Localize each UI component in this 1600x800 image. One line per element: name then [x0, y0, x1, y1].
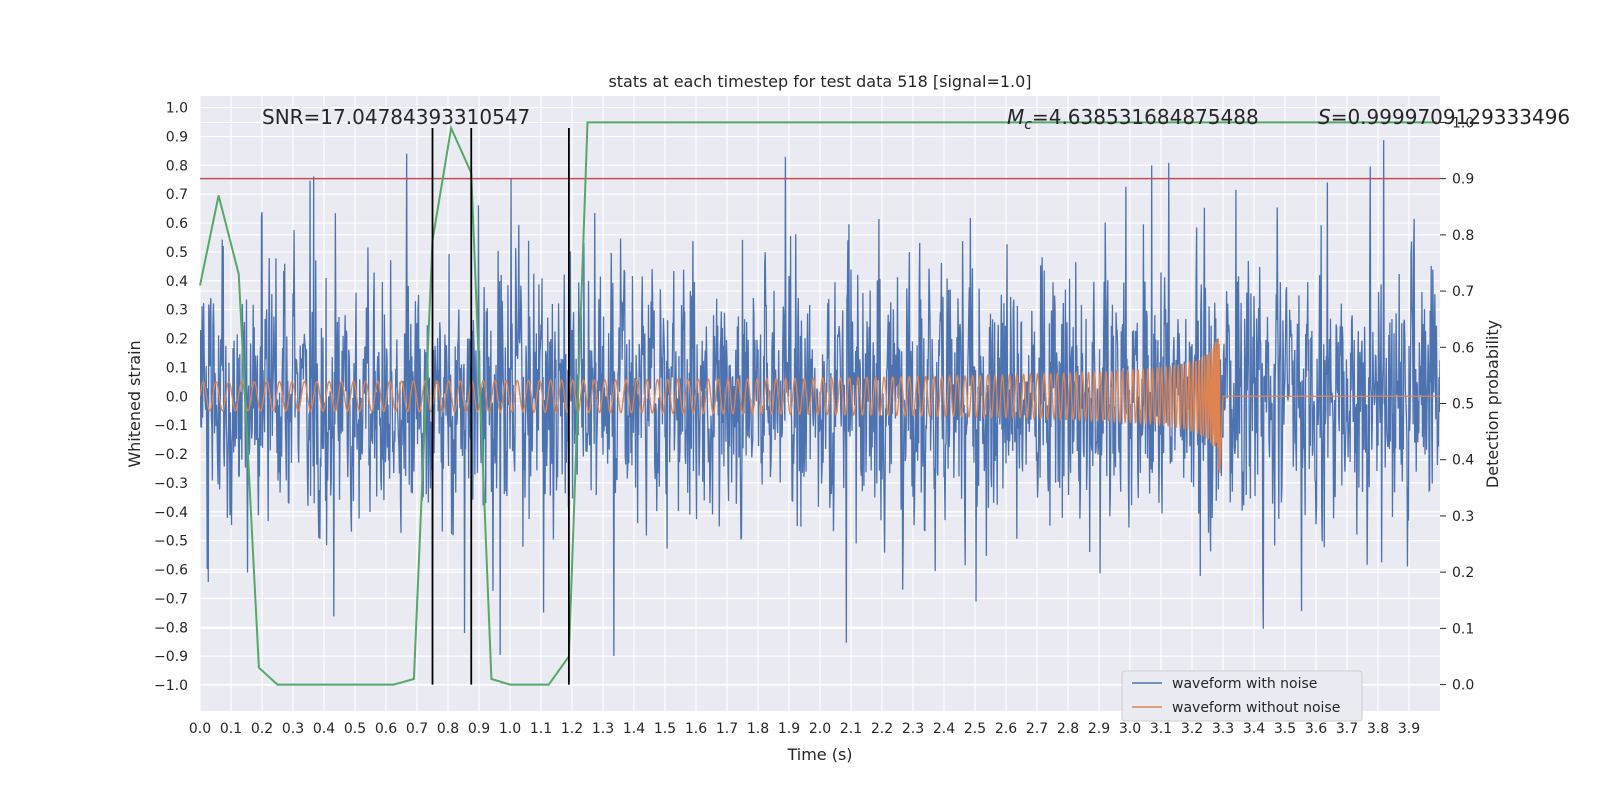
- y-tick-label-left: −0.8: [154, 620, 188, 636]
- y-tick-label-left: 0.1: [166, 360, 188, 376]
- mc-subscript: c: [1024, 117, 1032, 133]
- x-tick-label: 2.4: [933, 721, 955, 737]
- y-tick-label-left: −0.3: [154, 476, 188, 492]
- y-tick-label-right: 1.0: [1452, 115, 1474, 131]
- x-tick-label: 3.4: [1243, 721, 1265, 737]
- x-tick-label: 0.8: [437, 721, 459, 737]
- x-tick-label: 1.9: [778, 721, 800, 737]
- y-tick-label-left: 0.5: [166, 245, 188, 261]
- legend-label-clean: waveform without noise: [1172, 700, 1340, 716]
- series-detection-probability: [199, 121, 1437, 686]
- s-value: =0.9999709129333496: [1331, 105, 1570, 129]
- x-tick-label: 3.2: [1181, 721, 1203, 737]
- x-tick-label: 1.5: [654, 721, 676, 737]
- y-tick-label-left: 0.0: [166, 389, 188, 405]
- overlay-layer: [199, 121, 1440, 686]
- y-tick-label-left: 1.0: [166, 101, 188, 117]
- x-tick-label: 0.6: [375, 721, 397, 737]
- x-tick-label: 3.7: [1336, 721, 1358, 737]
- y-tick-label-right: 0.2: [1452, 565, 1474, 581]
- y-tick-label-left: −0.5: [154, 534, 188, 550]
- y-tick-label-left: 0.7: [166, 187, 188, 203]
- x-tick-label: 3.1: [1150, 721, 1172, 737]
- y-tick-label-left: −0.9: [154, 649, 188, 665]
- x-tick-label: 0.4: [313, 721, 335, 737]
- mc-annotation: Mc=4.638531684875488: [1007, 105, 1259, 133]
- axis-layer: 0.0 0.1 0.2 0.3 0.4 0.5 0.6 0.7 0.8 0.9 1.0 1.1 1.2 1…: [154, 101, 1474, 737]
- y-tick-label-right: 0.7: [1452, 284, 1474, 300]
- y-tick-label-left: −0.4: [154, 505, 188, 521]
- snr-annotation: SNR=17.04784393310547: [262, 105, 530, 129]
- x-axis-label: Time (s): [786, 745, 852, 764]
- y-tick-label-right: 0.4: [1452, 453, 1474, 469]
- x-tick-label: 2.3: [902, 721, 924, 737]
- y-tick-label-left: 0.2: [166, 332, 188, 348]
- x-tick-label: 2.7: [1026, 721, 1048, 737]
- x-tick-label: 1.8: [747, 721, 769, 737]
- y-tick-label-left: 0.6: [166, 216, 188, 232]
- x-tick-label: 0.9: [468, 721, 490, 737]
- x-tick-label: 3.6: [1305, 721, 1327, 737]
- y-tick-label-left: 0.9: [166, 129, 188, 145]
- x-tick-label: 0.1: [220, 721, 242, 737]
- y-axis-label-right: Detection probability: [1483, 320, 1502, 488]
- legend-label-noise: waveform with noise: [1172, 676, 1317, 692]
- x-tick-label: 1.1: [530, 721, 552, 737]
- y-tick-label-right: 0.5: [1452, 397, 1474, 413]
- x-tick-label: 0.3: [282, 721, 304, 737]
- y-tick-label-left: 0.8: [166, 158, 188, 174]
- x-tick-label: 1.0: [499, 721, 521, 737]
- s-annotation: S=0.9999709129333496: [1318, 105, 1570, 129]
- y-tick-label-left: −0.1: [154, 418, 188, 434]
- x-tick-label: 1.2: [561, 721, 583, 737]
- x-tick-label: 3.3: [1212, 721, 1234, 737]
- y-tick-label-right: 0.9: [1452, 172, 1474, 188]
- y-tick-label-left: −0.6: [154, 563, 188, 579]
- x-tick-label: 3.5: [1274, 721, 1296, 737]
- x-tick-label: 1.7: [716, 721, 738, 737]
- x-tick-label: 3.0: [1119, 721, 1141, 737]
- x-tick-label: 3.9: [1398, 721, 1420, 737]
- y-tick-label-left: −1.0: [154, 678, 188, 694]
- x-tick-label: 2.5: [964, 721, 986, 737]
- x-tick-label: 2.2: [871, 721, 893, 737]
- legend-box: [1121, 670, 1363, 722]
- chart-title: stats at each timestep for test data 518…: [608, 72, 1031, 91]
- x-tick-label: 2.9: [1088, 721, 1110, 737]
- mc-value: =4.638531684875488: [1032, 105, 1259, 129]
- x-tick-label: 1.4: [623, 721, 645, 737]
- x-tick-label: 0.7: [406, 721, 428, 737]
- x-tick-label: 2.8: [1057, 721, 1079, 737]
- data-layer: [200, 140, 1440, 656]
- s-symbol: S: [1318, 105, 1331, 129]
- x-tick-label: 0.2: [251, 721, 273, 737]
- x-tick-label: 2.0: [809, 721, 831, 737]
- y-tick-label-right: 0.1: [1452, 621, 1474, 637]
- mc-symbol: M: [1007, 105, 1024, 129]
- x-tick-label: 0.0: [189, 721, 211, 737]
- y-tick-label-right: 0.8: [1452, 228, 1474, 244]
- x-tick-label: 2.1: [840, 721, 862, 737]
- y-tick-label-left: 0.4: [166, 274, 188, 290]
- series-waveform-without-noise: [200, 338, 1440, 473]
- x-tick-label: 2.6: [995, 721, 1017, 737]
- x-tick-label: 1.6: [685, 721, 707, 737]
- x-tick-label: 1.3: [592, 721, 614, 737]
- y-tick-label-right: 0.0: [1452, 678, 1474, 694]
- y-tick-label-right: 0.3: [1452, 509, 1474, 525]
- y-tick-label-left: −0.2: [154, 447, 188, 463]
- y-axis-label-left: Whitened strain: [125, 340, 144, 467]
- x-tick-label: 3.8: [1367, 721, 1389, 737]
- legend: waveform with noise waveform without noi…: [1121, 670, 1363, 722]
- y-tick-label-left: 0.3: [166, 303, 188, 319]
- y-tick-label-right: 0.6: [1452, 340, 1474, 356]
- x-tick-label: 0.5: [344, 721, 366, 737]
- y-tick-label-left: −0.7: [154, 591, 188, 607]
